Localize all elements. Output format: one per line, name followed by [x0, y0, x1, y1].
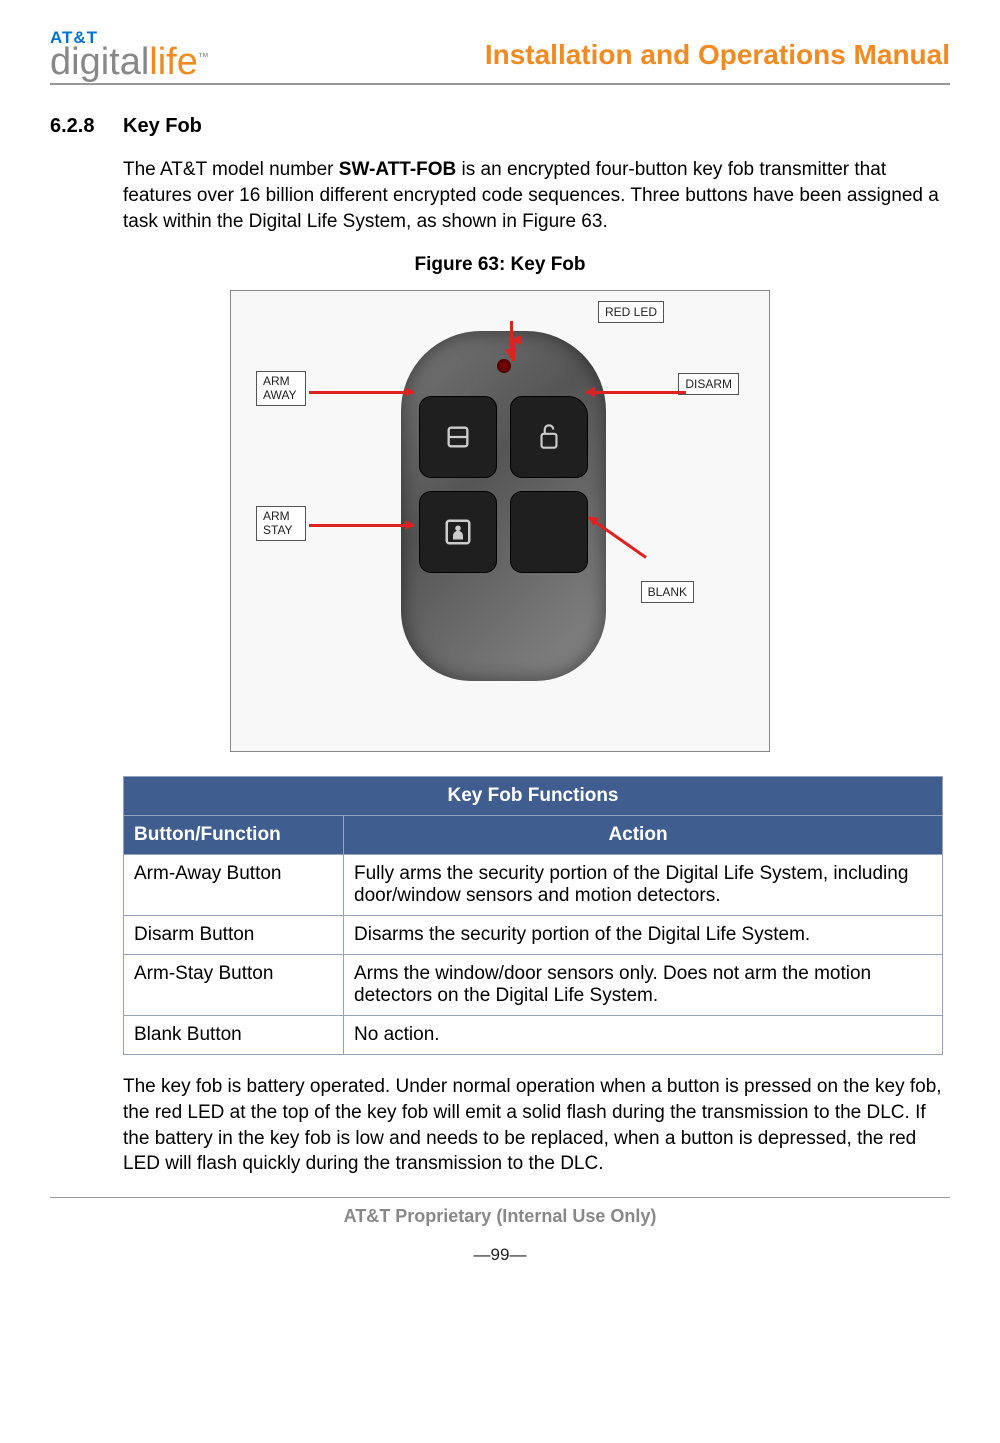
- table-title-row: Key Fob Functions: [124, 777, 943, 816]
- blank-label: BLANK: [641, 581, 694, 603]
- section-number: 6.2.8: [50, 115, 105, 138]
- logo-digital-life: digitallife™: [50, 45, 209, 79]
- footer-proprietary: AT&T Proprietary (Internal Use Only): [50, 1206, 950, 1227]
- figure-63: ARM AWAY ARM STAY RED LED DISARM BLANK: [230, 290, 770, 752]
- table-row: Arm-Stay Button Arms the window/door sen…: [124, 955, 943, 1016]
- cell-button: Disarm Button: [124, 916, 344, 955]
- keyfob-body: [401, 331, 606, 681]
- disarm-label: DISARM: [678, 373, 739, 395]
- arrow-arm-away: [309, 391, 414, 394]
- logo-digital-word: digital: [50, 41, 149, 83]
- arm-stay-button-icon: [419, 491, 497, 573]
- figure-caption: Figure 63: Key Fob: [50, 254, 950, 276]
- arm-stay-label: ARM STAY: [256, 506, 306, 540]
- arm-away-button-icon: [419, 396, 497, 478]
- key-fob-functions-table: Key Fob Functions Button/Function Action…: [123, 776, 943, 1055]
- arrow-red-led-line: [510, 321, 513, 351]
- table-row: Disarm Button Disarms the security porti…: [124, 916, 943, 955]
- cell-button: Arm-Away Button: [124, 855, 344, 916]
- col-header-action: Action: [344, 816, 943, 855]
- disarm-button-icon: [510, 396, 588, 478]
- cell-button: Blank Button: [124, 1016, 344, 1055]
- table-header-row: Button/Function Action: [124, 816, 943, 855]
- table-row: Blank Button No action.: [124, 1016, 943, 1055]
- logo: AT&T digitallife™: [50, 30, 209, 79]
- logo-tm: ™: [198, 52, 209, 64]
- cell-action: Arms the window/door sensors only. Does …: [344, 955, 943, 1016]
- intro-text-pre: The AT&T model number: [123, 159, 339, 180]
- arrow-red-led-head: [505, 349, 517, 359]
- section-title: Key Fob: [123, 115, 202, 138]
- figure-inner: ARM AWAY ARM STAY RED LED DISARM BLANK: [231, 291, 769, 751]
- section-heading: 6.2.8 Key Fob: [50, 115, 950, 138]
- red-led-icon: [497, 359, 511, 373]
- model-number: SW-ATT-FOB: [339, 159, 456, 180]
- cell-action: Fully arms the security portion of the D…: [344, 855, 943, 916]
- blank-button-icon: [510, 491, 588, 573]
- page-header: AT&T digitallife™ Installation and Opera…: [50, 30, 950, 85]
- cell-action: Disarms the security portion of the Digi…: [344, 916, 943, 955]
- table-row: Arm-Away Button Fully arms the security …: [124, 855, 943, 916]
- page-footer: AT&T Proprietary (Internal Use Only) ―99…: [50, 1197, 950, 1265]
- footer-page-number: ―99―: [50, 1245, 950, 1265]
- intro-paragraph: The AT&T model number SW-ATT-FOB is an e…: [123, 157, 950, 234]
- logo-life-word: life: [149, 41, 198, 83]
- arrow-disarm: [586, 391, 686, 394]
- outro-paragraph: The key fob is battery operated. Under n…: [123, 1074, 950, 1177]
- arm-away-label: ARM AWAY: [256, 371, 306, 405]
- cell-button: Arm-Stay Button: [124, 955, 344, 1016]
- table-title: Key Fob Functions: [124, 777, 943, 816]
- document-title: Installation and Operations Manual: [485, 39, 950, 71]
- arrow-arm-stay: [309, 524, 414, 527]
- cell-action: No action.: [344, 1016, 943, 1055]
- red-led-label: RED LED: [598, 301, 664, 323]
- col-header-button: Button/Function: [124, 816, 344, 855]
